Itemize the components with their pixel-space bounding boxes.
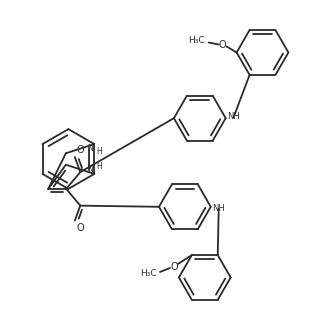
Text: H: H — [96, 146, 102, 156]
Text: NH: NH — [227, 112, 239, 121]
Text: H: H — [96, 162, 102, 172]
Text: O: O — [77, 145, 85, 155]
Text: O: O — [219, 40, 226, 49]
Text: H₃C: H₃C — [140, 270, 156, 278]
Text: N: N — [87, 144, 93, 152]
Text: N: N — [87, 166, 93, 174]
Text: H₃C: H₃C — [188, 36, 205, 45]
Text: O: O — [170, 262, 178, 272]
Text: O: O — [77, 223, 85, 233]
Text: NH: NH — [212, 204, 225, 213]
